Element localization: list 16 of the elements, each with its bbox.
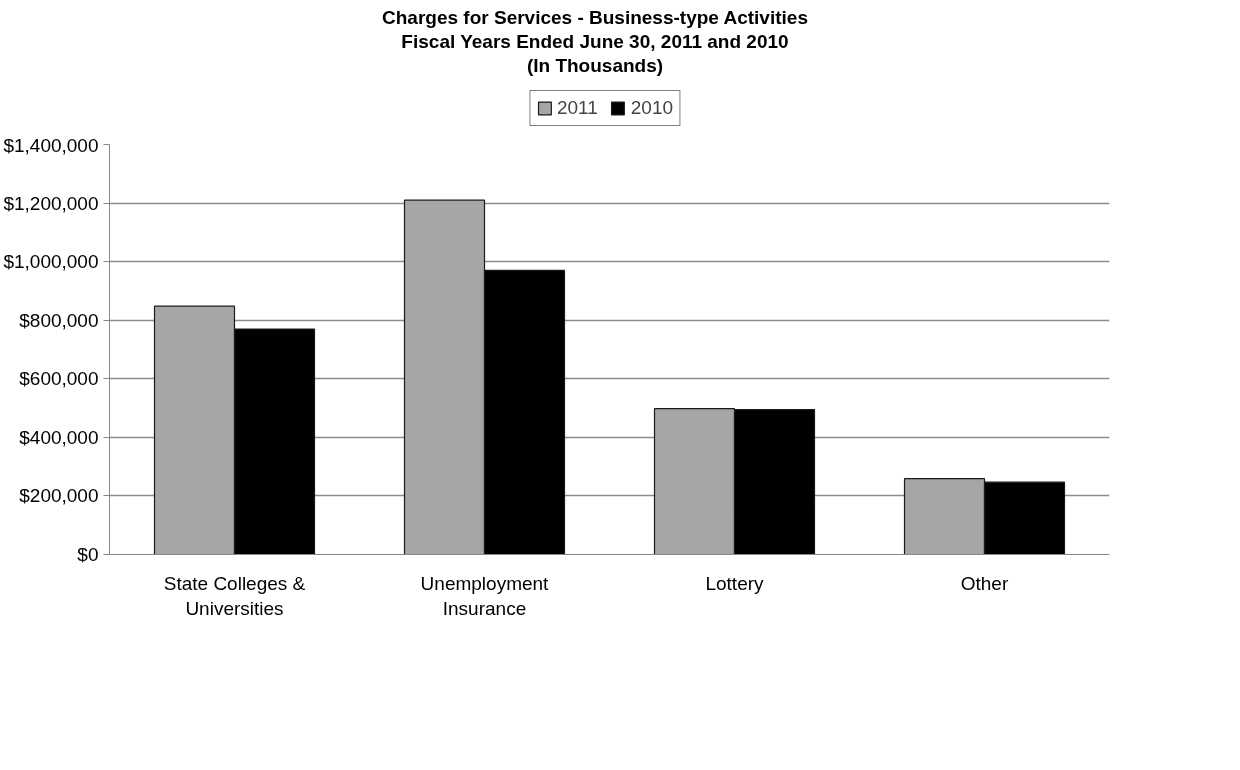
y-tick-label: $800,000 bbox=[19, 309, 99, 331]
x-tick-label: Lottery bbox=[705, 572, 765, 594]
legend-label: 2010 bbox=[630, 97, 674, 120]
x-tick-label: Unemployment Insurance bbox=[420, 572, 550, 619]
legend-label: 2011 bbox=[556, 97, 598, 120]
x-tick-label: Other bbox=[960, 572, 1009, 594]
y-tick-label: $400,000 bbox=[19, 427, 99, 449]
y-tick-label: $200,000 bbox=[19, 485, 99, 507]
y-tick-label: $600,000 bbox=[19, 368, 99, 390]
y-tick-label: $1,200,000 bbox=[3, 192, 99, 214]
y-tick-label: $0 bbox=[77, 544, 99, 566]
y-tick-label: $1,400,000 bbox=[3, 134, 99, 156]
x-tick-label: State Colleges & Universities bbox=[163, 572, 306, 619]
chart-subtitle: Fiscal Years Ended June 30, 2011 and 2010 (In Thousands) bbox=[401, 30, 789, 76]
y-tick-label: $1,000,000 bbox=[3, 251, 99, 273]
chart-title: Charges for Services - Business-type Activities bbox=[382, 7, 808, 28]
